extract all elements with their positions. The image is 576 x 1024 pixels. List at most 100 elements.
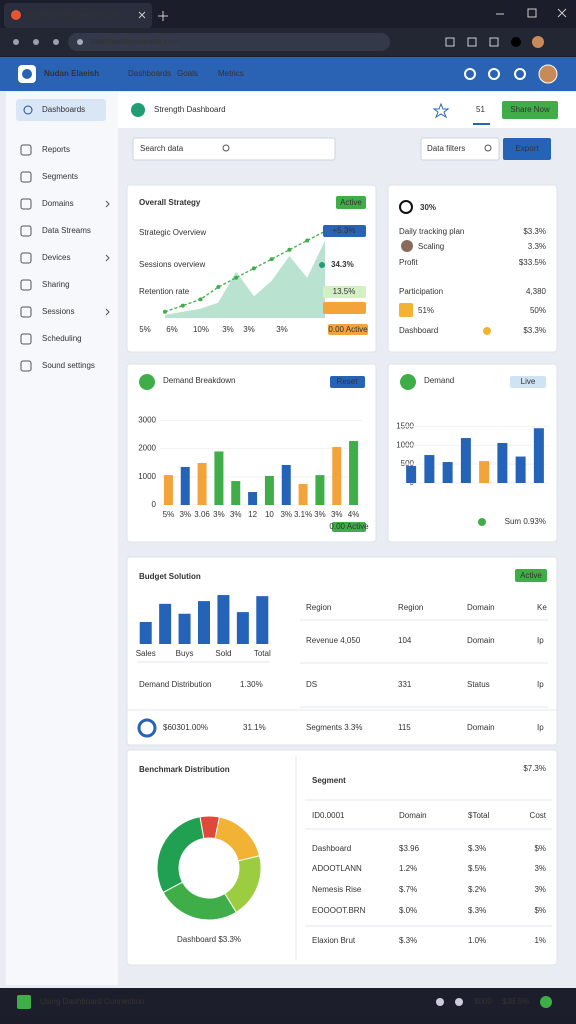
x-label: 5%: [139, 325, 151, 334]
row-label: Retention rate: [139, 287, 190, 296]
chevron: [105, 254, 110, 262]
sidebar-item[interactable]: Scheduling: [42, 334, 82, 343]
table-cell: Domain: [467, 723, 495, 732]
line-point: [251, 266, 256, 271]
status-icon: [436, 998, 444, 1006]
share-button-label[interactable]: Share Now: [510, 105, 550, 114]
bar: [198, 601, 210, 644]
tag-label: 0.00 Active: [328, 325, 368, 334]
tab[interactable]: [4, 3, 152, 28]
close: [557, 8, 567, 18]
star-icon[interactable]: [432, 102, 450, 119]
y-tick-label: 3000: [138, 416, 156, 425]
export-label[interactable]: Export: [515, 144, 539, 153]
table-cell: DS: [306, 680, 317, 689]
table-cell: 331: [398, 680, 412, 689]
bar: [217, 595, 230, 644]
sidebar-item[interactable]: Data Streams: [42, 226, 91, 235]
kpi-value: $3.3%: [523, 227, 546, 236]
browser-icon: [467, 37, 477, 47]
export-button[interactable]: [503, 138, 551, 160]
app-name: Nudan Elaeish: [44, 69, 99, 78]
table-cell: Elaxion Brut: [312, 936, 356, 945]
x-tick-label: 3.1%: [294, 510, 312, 519]
table-cell: $.3%: [468, 906, 486, 915]
footer-badge: [332, 522, 366, 532]
table-header: $Total: [468, 811, 490, 820]
x-tick-label: 3%: [179, 510, 191, 519]
sidebar-item[interactable]: Devices: [42, 253, 70, 262]
kpi-foot-value: $3.3%: [523, 326, 546, 335]
x-tick-label: 12: [248, 510, 257, 519]
bar: [197, 463, 207, 505]
header-icon: [464, 68, 476, 80]
y-tick-label: 1000: [138, 472, 156, 481]
sidebar-item[interactable]: Sound settings: [42, 361, 95, 370]
x-tick-label: 4%: [348, 510, 360, 519]
line-point: [198, 297, 203, 302]
toolbar-count: 51: [476, 105, 485, 114]
x-tick-label: Total: [254, 649, 271, 658]
nav-link[interactable]: Metrics: [218, 69, 244, 78]
y-tick-label: 2000: [138, 444, 156, 453]
status-right: $000: [474, 997, 492, 1006]
table-cell: 3%: [534, 864, 546, 873]
table-cell: 104: [398, 636, 412, 645]
logo-mark: [22, 69, 32, 79]
sidebar-item[interactable]: Domains: [42, 199, 74, 208]
kpi-value: $33.5%: [519, 258, 546, 267]
card-title: Budget Solution: [139, 572, 201, 581]
sidebar-item[interactable]: Sharing: [42, 280, 70, 289]
sidebar: [6, 92, 118, 985]
bar: [424, 455, 435, 483]
table-cell: 1%: [534, 936, 546, 945]
table-cell: Ip: [537, 636, 544, 645]
x-tick-label: 3%: [331, 510, 343, 519]
filter-input[interactable]: [420, 137, 500, 161]
bar: [460, 438, 471, 483]
status-icon: [455, 998, 463, 1006]
card-title: Demand Breakdown: [163, 376, 235, 385]
bar: [442, 462, 453, 483]
x-label: 6%: [166, 325, 178, 334]
kpi-big: 51%: [418, 306, 434, 315]
table-cell: 1.2%: [399, 864, 417, 873]
tab-title[interactable]: Dashboard Generator Live: [26, 11, 121, 20]
status-dot: [540, 996, 552, 1008]
sidebar-item[interactable]: Reports: [42, 145, 70, 154]
bar: [298, 484, 308, 505]
toolbar: [118, 92, 576, 128]
bar: [214, 451, 224, 505]
sidebar-item[interactable]: Sessions: [42, 307, 74, 316]
footer-icon: [478, 518, 486, 526]
card-icon: [400, 374, 416, 390]
x-tick-label: 5%: [163, 510, 175, 519]
table-cell: 1.0%: [468, 936, 486, 945]
kpi-label: Daily tracking plan: [399, 227, 464, 236]
kpi-foot-label: Dashboard: [399, 326, 438, 335]
url-field[interactable]: [68, 33, 390, 51]
table-cell: 3%: [534, 885, 546, 894]
bar: [180, 466, 190, 505]
x-tick-label: Sold: [215, 649, 231, 658]
share-button[interactable]: [502, 101, 558, 119]
nav-button: [13, 39, 19, 45]
sidebar-icon: [20, 144, 32, 156]
table-cell: $.3%: [468, 844, 486, 853]
x-tick-label: 3%: [230, 510, 242, 519]
filter-icon: [484, 144, 492, 152]
table-cell: $%: [534, 906, 546, 915]
url[interactable]: dashboardgenerator.com: [90, 37, 179, 46]
search-input[interactable]: [132, 137, 336, 161]
kpi-title: 30%: [420, 203, 436, 212]
bar: [139, 622, 152, 644]
tag: [323, 286, 366, 298]
kpi-value: 3.3%: [528, 242, 546, 251]
sidebar-active[interactable]: [16, 99, 106, 121]
nav-link[interactable]: Dashboards: [128, 69, 171, 78]
kpi-big-icon: [399, 303, 413, 317]
nav-link[interactable]: Goals: [177, 69, 198, 78]
line-point: [269, 257, 274, 262]
sidebar-item[interactable]: Segments: [42, 172, 78, 181]
